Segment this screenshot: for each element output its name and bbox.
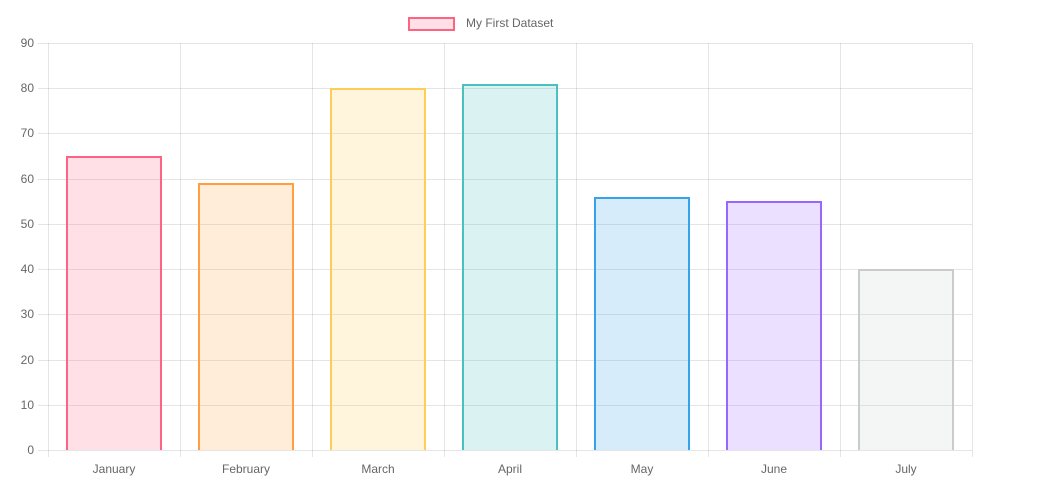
x-gridline — [444, 43, 445, 457]
x-axis-tick-label-january: January — [92, 462, 136, 476]
x-axis-tick-label-june: June — [760, 462, 788, 476]
x-gridline — [708, 43, 709, 457]
y-axis-tick-label: 60 — [20, 172, 34, 186]
y-gridline — [38, 88, 972, 89]
y-axis-tick-label: 50 — [20, 217, 34, 231]
legend-color-box — [408, 16, 455, 31]
chart-legend: My First Dataset — [408, 16, 553, 31]
x-axis-tick-label-march: March — [361, 462, 395, 476]
x-axis-tick-label-may: May — [630, 462, 654, 476]
y-gridline — [38, 43, 972, 44]
y-gridline — [38, 314, 972, 315]
bar-april[interactable] — [462, 84, 558, 450]
y-gridline — [38, 450, 972, 451]
x-gridline — [972, 43, 973, 457]
y-gridline — [38, 360, 972, 361]
y-axis-tick-label: 20 — [20, 353, 34, 367]
y-axis-tick-label: 80 — [20, 81, 34, 95]
x-gridline — [48, 43, 49, 457]
y-axis-tick-label: 90 — [20, 36, 34, 50]
y-axis-tick-label: 10 — [20, 398, 34, 412]
y-axis-tick-label: 70 — [20, 126, 34, 140]
y-gridline — [38, 224, 972, 225]
y-gridline — [38, 269, 972, 270]
bar-january[interactable] — [66, 156, 162, 450]
x-gridline — [576, 43, 577, 457]
y-axis-tick-label: 40 — [20, 262, 34, 276]
x-axis-tick-label-february: February — [221, 462, 271, 476]
x-axis-tick-label-april: April — [497, 462, 522, 476]
x-gridline — [180, 43, 181, 457]
x-gridline — [312, 43, 313, 457]
y-axis-tick-label: 30 — [20, 307, 34, 321]
bar-march[interactable] — [330, 88, 426, 450]
x-axis-tick-label-july: July — [895, 462, 917, 476]
y-axis-tick-label: 0 — [27, 443, 34, 457]
y-gridline — [38, 133, 972, 134]
bar-june[interactable] — [726, 201, 822, 450]
legend-label: My First Dataset — [466, 16, 554, 30]
y-gridline — [38, 179, 972, 180]
y-gridline — [38, 405, 972, 406]
x-gridline — [840, 43, 841, 457]
bar-february[interactable] — [198, 183, 294, 450]
bar-july[interactable] — [858, 269, 954, 450]
legend-item-my-first-dataset[interactable]: My First Dataset — [408, 16, 553, 31]
bar-may[interactable] — [594, 197, 690, 450]
